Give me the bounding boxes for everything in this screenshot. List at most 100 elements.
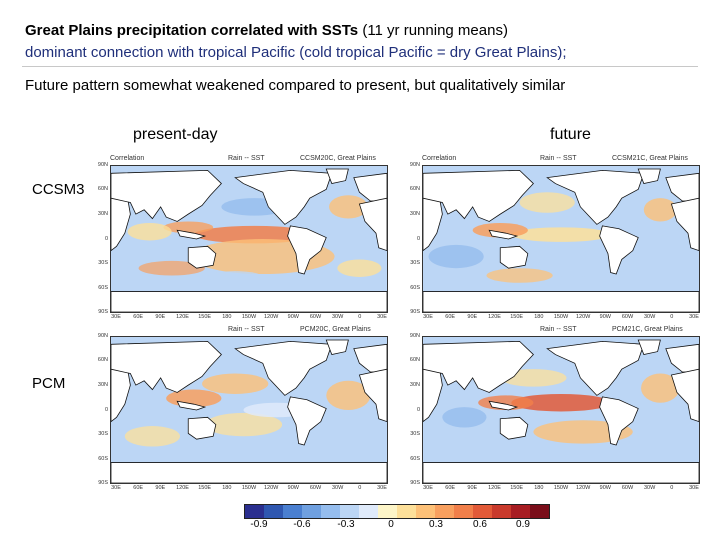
south-america-landmass	[599, 396, 639, 446]
colorbar-swatch	[416, 505, 435, 518]
south-america-landmass	[287, 396, 327, 446]
longitude-tick: 60E	[133, 314, 144, 320]
colorbar-swatch	[321, 505, 340, 518]
column-title-future: future	[550, 126, 591, 143]
map-panel-ccsm3-future: Correlation Rain -- SST CCSM21C, Great Pla…	[402, 155, 702, 325]
latitude-tick: 0	[416, 407, 420, 413]
longitude-tick: 90E	[467, 314, 478, 320]
colorbar-swatch	[378, 505, 397, 518]
antarctica-landmass	[111, 462, 387, 483]
longitude-tick: 30E	[111, 485, 121, 491]
correlation-region	[124, 426, 180, 447]
correlation-region	[204, 412, 283, 437]
longitude-tick: 30W	[332, 314, 344, 320]
latitude-tick: 30N	[97, 211, 108, 217]
correlation-region	[472, 222, 528, 238]
correlation-region	[442, 407, 487, 428]
longitude-tick: 60W	[621, 314, 634, 320]
row-label-ccsm3: CCSM3	[32, 181, 85, 198]
correlation-region	[641, 373, 680, 403]
panel-right-label: PCM21C, Great Plains	[612, 326, 683, 333]
colorbar-swatch	[511, 505, 530, 518]
panel-right-label: PCM20C, Great Plains	[300, 326, 371, 333]
longitude-tick: 150W	[241, 485, 257, 491]
colorbar-swatch	[340, 505, 359, 518]
asia-landmass	[111, 340, 222, 393]
correlation-region	[428, 244, 484, 269]
longitude-tick: 120W	[263, 485, 279, 491]
longitude-tick: 180	[534, 314, 544, 320]
correlation-region	[163, 221, 214, 234]
longitude-tick: 0	[670, 314, 674, 320]
panel-left-label: Correlation	[422, 155, 457, 162]
correlation-map	[422, 336, 700, 484]
correlation-region	[193, 225, 316, 244]
longitude-tick: 150E	[510, 314, 524, 320]
colorbar-tick-label: -0.9	[250, 519, 268, 530]
longitude-tick: 30E	[423, 314, 433, 320]
map-panel-pcm-future: Rain -- SST PCM21C, Great Plains 90N 60N 30N…	[402, 326, 702, 496]
latitude-tick: 90S	[410, 480, 420, 486]
longitude-tick: 150E	[198, 485, 212, 491]
latitude-tick: 0	[416, 236, 420, 242]
longitude-tick: 90W	[287, 314, 299, 320]
antarctica-landmass	[423, 462, 699, 483]
asia-landmass	[423, 340, 534, 393]
australia-landmass	[499, 245, 529, 269]
panel-right-label: CCSM21C, Great Plains	[612, 155, 688, 162]
longitude-tick: 120E	[176, 485, 189, 491]
longitude-tick: 0	[670, 485, 674, 491]
longitude-tick: 60W	[309, 485, 322, 491]
longitude-tick: 90W	[287, 485, 299, 491]
latitude-tick: 30N	[97, 382, 108, 388]
correlation-region	[519, 192, 575, 213]
longitude-tick: 60E	[445, 314, 456, 320]
longitude-tick: 30E	[377, 485, 387, 491]
indonesia-islands	[176, 400, 207, 411]
indonesia-islands	[488, 229, 519, 240]
longitude-tick: 30W	[332, 485, 344, 491]
correlation-region	[207, 271, 263, 283]
colorbar-swatch	[473, 505, 492, 518]
longitude-tick: 150E	[198, 314, 212, 320]
panel-mid-label: Rain -- SST	[228, 155, 265, 162]
correlation-region	[511, 227, 611, 242]
latitude-tick: 60N	[97, 186, 108, 192]
asia-landmass	[423, 169, 534, 222]
correlation-region	[643, 198, 677, 222]
antarctica-landmass	[111, 291, 387, 312]
panel-mid-label: Rain -- SST	[540, 155, 577, 162]
longitude-tick: 150W	[553, 485, 569, 491]
longitude-tick: 90E	[155, 485, 166, 491]
correlation-region	[337, 259, 382, 277]
latitude-tick: 60S	[98, 456, 108, 462]
map-canvas	[423, 337, 699, 483]
longitude-tick: 120E	[176, 314, 189, 320]
slide-subtitle: dominant connection with tropical Pacifi…	[25, 44, 567, 61]
antarctica-landmass	[423, 291, 699, 312]
longitude-tick: 90E	[467, 485, 478, 491]
greenland-landmass	[325, 339, 349, 356]
correlation-region	[326, 380, 371, 410]
latitude-tick: 30S	[98, 431, 108, 437]
longitude-tick: 150W	[553, 314, 569, 320]
map-canvas	[111, 166, 387, 312]
longitude-tick: 30E	[111, 314, 121, 320]
longitude-tick: 30E	[689, 485, 699, 491]
longitude-tick: 180	[534, 485, 544, 491]
latitude-tick: 90N	[97, 333, 108, 339]
indonesia-islands	[488, 400, 519, 411]
latitude-tick: 0	[104, 236, 108, 242]
colorbar-swatch	[302, 505, 321, 518]
correlation-region	[127, 222, 172, 241]
colorbar-swatch	[492, 505, 511, 518]
latitude-tick: 30S	[98, 260, 108, 266]
colorbar-swatch	[264, 505, 283, 518]
longitude-tick: 0	[358, 314, 362, 320]
row-label-pcm: PCM	[32, 375, 66, 392]
latitude-tick: 30S	[410, 431, 420, 437]
colorbar	[244, 504, 550, 519]
longitude-tick: 30E	[423, 485, 433, 491]
longitude-tick: 30W	[644, 485, 656, 491]
longitude-tick: 60W	[309, 314, 322, 320]
